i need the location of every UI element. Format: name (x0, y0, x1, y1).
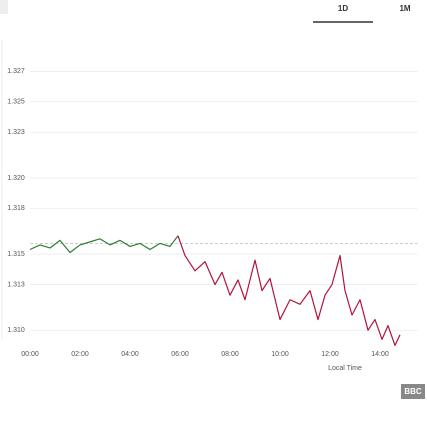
corner-box (0, 0, 8, 14)
tab[interactable]: 1M (399, 4, 410, 13)
y-tick-label: 1.310 (7, 327, 25, 334)
y-tick-label: 1.315 (7, 251, 25, 258)
x-tick-label: 00:00 (21, 351, 39, 358)
y-tick-label: 1.318 (7, 205, 25, 212)
logo-box (401, 384, 425, 399)
x-tick-label: 10:00 (271, 351, 289, 358)
x-tick-label: 08:00 (221, 351, 239, 358)
x-tick-label: 02:00 (71, 351, 89, 358)
price-line (177, 235, 401, 347)
x-tick-label: 04:00 (121, 351, 139, 358)
price-line (29, 235, 179, 254)
tab[interactable]: 1D (338, 4, 348, 13)
x-tick-label: 14:00 (371, 351, 389, 358)
y-tick-label: 1.320 (7, 175, 25, 182)
y-tick-label: 1.313 (7, 281, 25, 288)
y-tick-label: 1.323 (7, 129, 25, 136)
x-tick-label: 12:00 (321, 351, 339, 358)
x-axis-label: Local Time (328, 365, 362, 372)
y-tick-label: 1.325 (7, 99, 25, 106)
y-tick-label: 1.327 (7, 68, 25, 75)
logo: BBC (404, 387, 422, 396)
x-tick-label: 06:00 (171, 351, 189, 358)
